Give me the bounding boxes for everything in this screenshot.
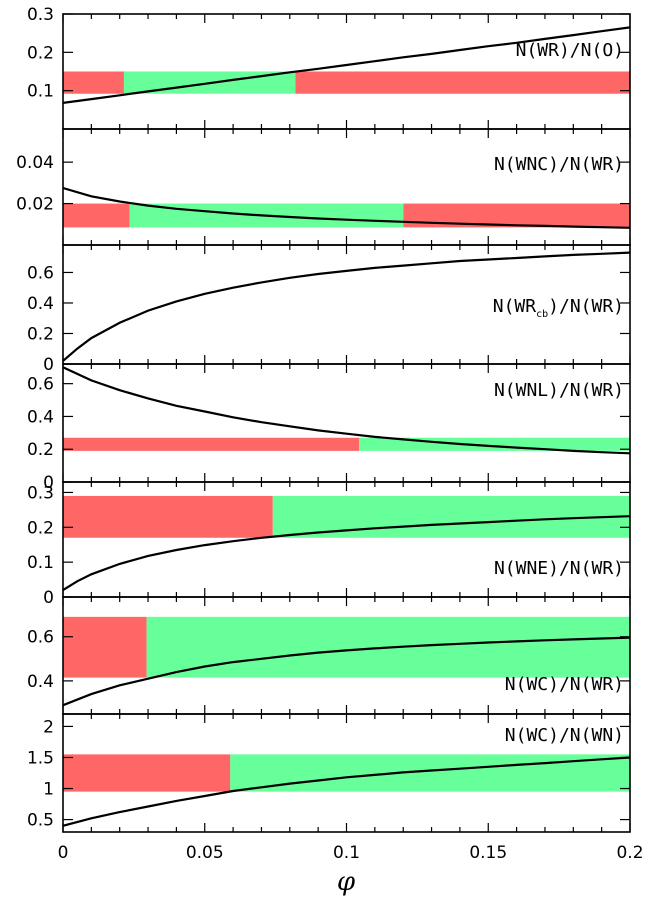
panel-5: 0 0.1 0.2 0.3 N(WNE)/N(WR) (27, 481, 631, 608)
excluded-band (63, 616, 147, 678)
excluded-band (63, 203, 130, 228)
y-tick-label: 0.2 (27, 324, 54, 344)
model-curve (63, 26, 630, 104)
y-tick-label: 0.6 (27, 628, 54, 648)
model-curve (63, 366, 630, 455)
panel-frame (62, 128, 631, 246)
x-tick-label: 0.1 (333, 843, 360, 863)
panel-label: N(WC)/N(WR) (505, 674, 624, 695)
panel-3: 0 0.2 0.4 0.6 N(WRcb)/N(WR) (27, 244, 631, 375)
y-tick-label: 1 (43, 780, 54, 800)
panel-label-text: N(WR)/N(O) (516, 40, 624, 61)
y-tick-label: 0.4 (27, 407, 54, 427)
y-tick-label: 0 (43, 355, 54, 375)
panel-6: 0.4 0.6 N(WC)/N(WR) (27, 596, 631, 715)
x-tick-label: 0.15 (469, 843, 507, 863)
excluded-band (63, 71, 124, 94)
panel-label-text: N(WNL)/N(WR) (494, 380, 624, 401)
y-tick-label: 0.4 (27, 672, 54, 692)
y-tick-label: 0.6 (27, 263, 54, 283)
panel-2: 0.02 0.04 N(WNC)/N(WR) (16, 128, 631, 246)
panel-label-text: N(WR (493, 296, 537, 317)
y-tick-label: 0.3 (27, 5, 54, 25)
panel-4: 0 0.2 0.4 0.6 N(WNL)/N(WR) (27, 363, 631, 493)
panel-label: N(WC)/N(WN) (505, 725, 624, 746)
y-tick-label: 0.4 (27, 294, 54, 314)
panel-label-text: N(WC)/N(WR) (505, 674, 624, 695)
y-tick-label: 0.5 (27, 811, 54, 831)
panel-label: N(WRcb)/N(WR) (493, 296, 624, 320)
panel-label-text: N(WNC)/N(WR) (494, 154, 624, 175)
x-axis-title: φ (337, 867, 356, 897)
panel-7: 0.5 1 1.5 2 N(WC)/N(WN) (27, 713, 631, 833)
x-axis: 0 0.05 0.1 0.15 0.2 (58, 843, 644, 863)
y-tick-label: 0.6 (27, 375, 54, 395)
y-tick-label: 0.2 (27, 440, 54, 460)
model-curve (63, 636, 630, 707)
y-tick-label: 1.5 (27, 748, 54, 768)
panel-label: N(WNC)/N(WR) (494, 154, 624, 175)
excluded-band (63, 754, 231, 792)
panel-label: N(WNE)/N(WR) (494, 558, 624, 579)
x-tick-label: 0 (58, 843, 69, 863)
x-tick-label: 0.2 (616, 843, 643, 863)
excluded-band (63, 437, 360, 451)
excluded-band (295, 71, 630, 94)
panel-label: N(WR)/N(O) (516, 40, 624, 61)
excluded-band (403, 203, 630, 228)
y-tick-label: 2 (43, 717, 54, 737)
y-tick-label: 0.1 (27, 553, 54, 573)
y-tick-label: 0.1 (27, 82, 54, 102)
model-curve (63, 515, 630, 591)
panels-layer: 0.10.20.3N(WR)/N(O)0.020.04 N(WNC)/N(WR)0… (16, 5, 631, 833)
y-tick-label: 0.04 (16, 153, 54, 173)
panel-label-text-end: )/N(WR) (548, 296, 624, 317)
y-tick-label: 0.3 (27, 483, 54, 503)
panel-1: 0.1 0.2 0.3 N(WR)/N(O) (27, 5, 631, 130)
panel-label-subscript: cb (536, 309, 548, 320)
model-curve (63, 186, 630, 229)
x-tick-label: 0.05 (186, 843, 224, 863)
y-tick-label: 0 (43, 473, 54, 493)
panel-frame (62, 244, 631, 365)
panel-label: N(WNL)/N(WR) (494, 380, 624, 401)
panel-label-text: N(WNE)/N(WR) (494, 558, 624, 579)
allowed-band (230, 754, 630, 792)
model-curve (63, 756, 630, 827)
y-tick-label: 0.2 (27, 518, 54, 538)
model-curve (63, 251, 630, 362)
y-tick-label: 0 (43, 588, 54, 608)
y-tick-label: 0.2 (27, 43, 54, 63)
excluded-band (63, 495, 273, 538)
y-tick-label: 0.02 (16, 195, 54, 215)
panel-label-text: N(WC)/N(WN) (505, 725, 624, 746)
